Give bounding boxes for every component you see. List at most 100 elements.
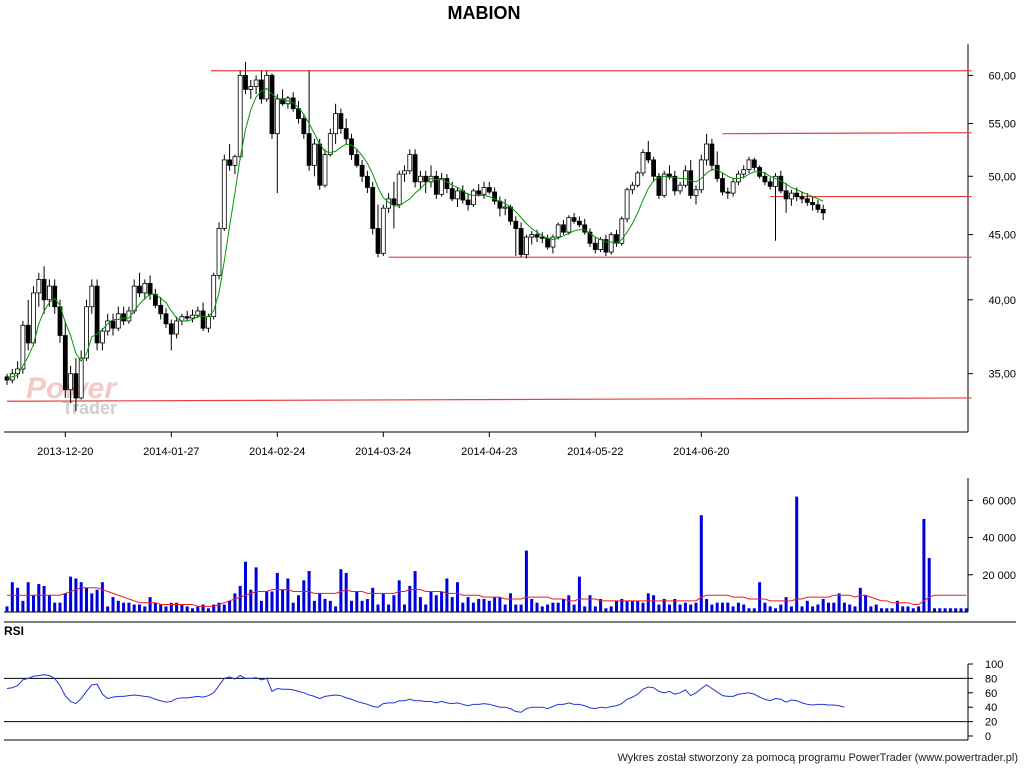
candle [258, 70, 264, 104]
candle-body-down [720, 178, 725, 193]
volume-bar [440, 591, 444, 612]
candle-body-up [407, 154, 413, 172]
candle-body-up [333, 113, 339, 135]
volume-bar [540, 606, 544, 612]
candle [412, 149, 418, 188]
candle [492, 187, 498, 205]
candle [248, 80, 254, 99]
volume-bar [429, 591, 433, 612]
volume-bar [297, 595, 300, 612]
candle [773, 172, 778, 241]
volume-bar [122, 602, 126, 612]
candle [115, 306, 121, 332]
volume-bar [493, 597, 497, 612]
candle [264, 70, 270, 102]
chart-title: MABION [448, 3, 521, 23]
volume-bar [233, 593, 237, 612]
volume-bar [906, 606, 910, 612]
volume-bar [47, 595, 51, 612]
candle-body-up [524, 236, 529, 256]
candle-body-up [402, 170, 407, 175]
candle-body-up [608, 234, 614, 253]
volume-bar [323, 598, 327, 612]
candle [465, 193, 471, 211]
date-tick-label: 2014-04-23 [461, 446, 517, 458]
candle [555, 222, 561, 240]
volume-bar [519, 604, 523, 612]
candle-body-down [168, 323, 174, 335]
candle [539, 232, 545, 244]
volume-bar [450, 597, 454, 612]
date-tick-label: 2013-12-20 [37, 446, 93, 458]
volume-bar [26, 582, 30, 612]
volume-bar [42, 585, 46, 612]
candle-body-down [810, 201, 815, 206]
volume-bar [424, 604, 428, 612]
candle [566, 215, 572, 235]
candle [815, 200, 821, 213]
volume-bar [456, 582, 459, 612]
volume-bar [789, 606, 793, 612]
candle-body-down [465, 199, 471, 206]
candle-body-down [667, 173, 672, 177]
candle [137, 272, 142, 298]
volume-bar [53, 602, 57, 612]
volume-bar [79, 582, 83, 612]
volume-bar [630, 600, 634, 612]
volume-bar [312, 600, 316, 612]
candle [799, 192, 805, 204]
volume-bar [159, 604, 163, 612]
volume-bar [498, 597, 502, 612]
volume-bar [577, 576, 581, 612]
volume-bar [148, 597, 152, 612]
candle [370, 181, 376, 235]
volume-bar [917, 606, 921, 612]
candle-body-down [518, 228, 524, 256]
volume-bar [811, 606, 815, 612]
candle [84, 299, 89, 362]
volume-bar [180, 604, 184, 612]
volume-y-tick-label: 60 000 [982, 495, 1016, 507]
volume-bar [890, 608, 894, 612]
volume-bar [222, 604, 226, 612]
volume-bar [471, 602, 475, 612]
candle [486, 181, 492, 195]
candle [789, 189, 794, 206]
volume-bar [291, 602, 295, 612]
candle-body-down [672, 175, 678, 192]
candle-body-up [36, 279, 42, 294]
volume-bar [938, 608, 942, 612]
volume-bar [408, 585, 412, 612]
candle-body-down [338, 113, 344, 129]
candle-body-up [232, 156, 238, 166]
candle-body-up [380, 207, 386, 254]
volume-bar [668, 604, 671, 612]
candle-body-up [311, 143, 317, 166]
volume-bar [567, 595, 571, 612]
volume-bar [800, 606, 804, 612]
volume-bar [933, 608, 936, 612]
candle [41, 266, 47, 314]
volume-bar [350, 600, 353, 612]
candle [322, 149, 328, 188]
candle [683, 165, 688, 188]
candle-body-up [746, 159, 752, 171]
volume-bar [392, 595, 396, 612]
trendline [6, 397, 972, 402]
volume-bar [74, 578, 78, 612]
candle-body-up [698, 159, 704, 191]
volume-bar [546, 604, 550, 612]
candle [163, 308, 169, 329]
volume-panel: 20 000 40 000 60 000 [4, 478, 1016, 613]
candle [36, 272, 42, 307]
candle [439, 172, 445, 197]
candle [423, 170, 429, 194]
volume-bar [217, 602, 221, 612]
candle [571, 212, 577, 224]
candle [142, 279, 148, 300]
candle-body-down [783, 190, 789, 200]
candle [725, 187, 731, 199]
volume-bar [530, 598, 534, 612]
candle [720, 172, 725, 196]
